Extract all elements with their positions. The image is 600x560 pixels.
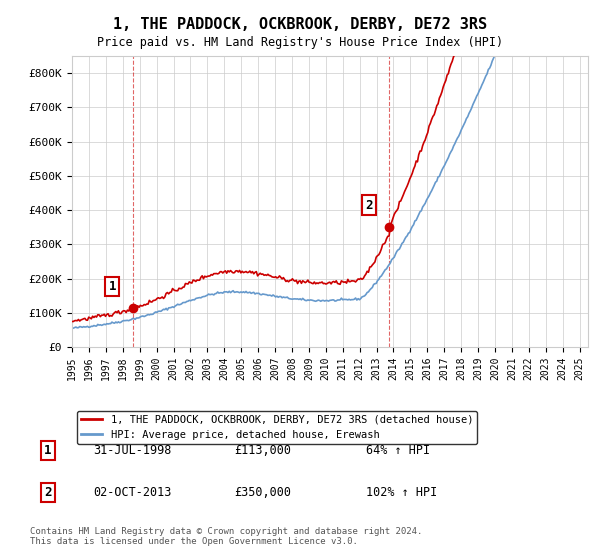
Text: 2: 2: [44, 486, 52, 500]
Text: 1, THE PADDOCK, OCKBROOK, DERBY, DE72 3RS: 1, THE PADDOCK, OCKBROOK, DERBY, DE72 3R…: [113, 17, 487, 32]
Text: 1: 1: [44, 444, 52, 458]
Text: £113,000: £113,000: [234, 444, 291, 458]
Text: 2: 2: [365, 199, 373, 212]
Text: 102% ↑ HPI: 102% ↑ HPI: [366, 486, 437, 500]
Text: 31-JUL-1998: 31-JUL-1998: [93, 444, 172, 458]
Text: 02-OCT-2013: 02-OCT-2013: [93, 486, 172, 500]
Text: 1: 1: [109, 279, 116, 293]
Text: £350,000: £350,000: [234, 486, 291, 500]
Text: Contains HM Land Registry data © Crown copyright and database right 2024.
This d: Contains HM Land Registry data © Crown c…: [30, 526, 422, 546]
Text: Price paid vs. HM Land Registry's House Price Index (HPI): Price paid vs. HM Land Registry's House …: [97, 36, 503, 49]
Legend: 1, THE PADDOCK, OCKBROOK, DERBY, DE72 3RS (detached house), HPI: Average price, : 1, THE PADDOCK, OCKBROOK, DERBY, DE72 3R…: [77, 410, 477, 444]
Text: 64% ↑ HPI: 64% ↑ HPI: [366, 444, 430, 458]
